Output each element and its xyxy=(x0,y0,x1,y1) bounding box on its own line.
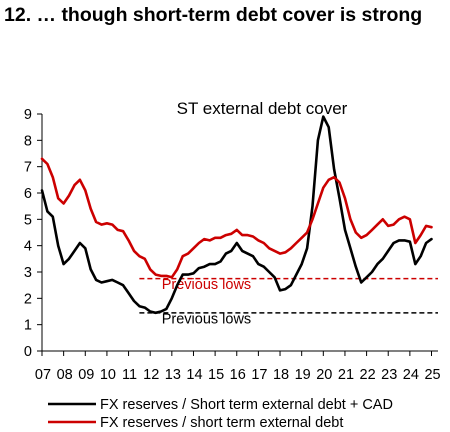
chart-title: ST external debt cover xyxy=(177,99,348,118)
x-tick-label: 11 xyxy=(122,367,137,383)
series-line-fx-reserves-st-debt xyxy=(40,157,433,279)
x-tick-label: 09 xyxy=(78,367,94,383)
y-tick-label: 8 xyxy=(24,133,32,149)
reference-line-label: Previous lows xyxy=(162,277,251,293)
x-tick-label: 08 xyxy=(57,367,73,383)
x-tick-label: 17 xyxy=(251,367,267,383)
legend-label: FX reserves / short term external debt xyxy=(100,415,343,431)
x-tick-label: 21 xyxy=(338,367,354,383)
x-tick-label: 23 xyxy=(381,367,397,383)
chart-heading: 12. … though short-term debt cover is st… xyxy=(4,4,423,26)
x-tick-label: 19 xyxy=(295,367,311,383)
reference-line-label: Previous lows xyxy=(162,311,251,327)
x-tick-label: 16 xyxy=(230,367,246,383)
x-tick-label: 13 xyxy=(165,367,181,383)
y-tick-label: 1 xyxy=(24,318,32,334)
x-tick-label: 20 xyxy=(316,367,332,383)
y-tick-label: 0 xyxy=(24,344,32,360)
x-tick-label: 24 xyxy=(403,367,419,383)
y-tick-label: 2 xyxy=(24,291,32,307)
y-tick-label: 9 xyxy=(24,107,32,123)
x-tick-label: 22 xyxy=(360,367,376,383)
x-tick-label: 10 xyxy=(100,367,116,383)
x-tick-label: 07 xyxy=(35,367,51,383)
x-tick-label: 25 xyxy=(424,367,440,383)
reference-lines-group: Previous lows Previous lows xyxy=(139,277,438,327)
series-group xyxy=(40,115,433,315)
series-line-fx-reserves-st-debt-plus-cad xyxy=(40,115,433,315)
x-tick-label: 18 xyxy=(273,367,289,383)
x-tick-label: 12 xyxy=(143,367,159,383)
y-tick-label: 3 xyxy=(24,265,32,281)
legend-label: FX reserves / Short term external debt +… xyxy=(100,397,393,413)
y-tick-label: 6 xyxy=(24,186,32,202)
y-tick-label: 5 xyxy=(24,212,32,228)
x-tick-label: 14 xyxy=(186,367,202,383)
legend: FX reserves / Short term external debt +… xyxy=(48,397,393,431)
y-tick-label: 7 xyxy=(24,160,32,176)
x-tick-label: 15 xyxy=(208,367,224,383)
y-tick-label: 4 xyxy=(24,239,32,255)
